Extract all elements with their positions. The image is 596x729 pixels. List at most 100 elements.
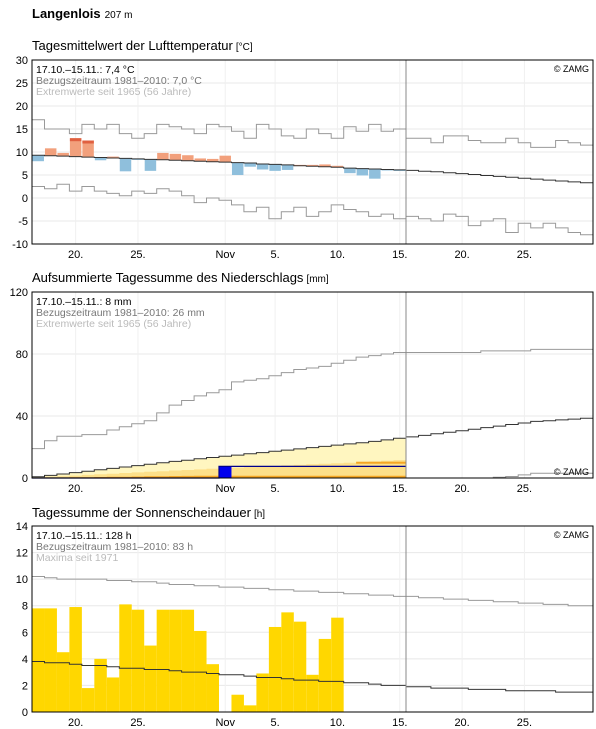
sunshine-bar: [56, 652, 70, 712]
credit-label: © ZAMG: [554, 64, 589, 74]
x-tick-label: 25.: [130, 249, 145, 261]
precipitation-chart: 120 80 40 0 20. 25. Nov 5. 10. 15. 20. 25. 17.10.–15…: [10, 287, 594, 495]
warm-anomaly-bar: [44, 148, 57, 156]
cold-anomaly-bar: [344, 168, 356, 174]
x-tick-label: 25.: [130, 717, 145, 729]
x-tick-label: 20.: [454, 483, 469, 495]
warm-anomaly-bar: [194, 158, 207, 162]
y-tick-label: -10: [12, 239, 28, 251]
sunshine-bar: [81, 688, 95, 712]
cold-anomaly-bar: [281, 164, 294, 170]
sunshine-bar: [231, 694, 244, 712]
sunshine-bar: [69, 607, 82, 712]
legend-entry: 17.10.–15.11.: 8 mm: [36, 296, 132, 308]
sunshine-bar: [206, 664, 219, 712]
extreme-max-line: [32, 119, 593, 148]
y-tick-label: 14: [16, 521, 28, 533]
sunshine-bar: [131, 609, 145, 712]
x-tick-label: 10.: [330, 483, 345, 495]
sunshine-bar: [256, 673, 269, 712]
chart-title-sunshine: Tagessumme der Sonnenscheindauer [h]: [32, 505, 265, 520]
sunshine-bar: [119, 604, 132, 712]
sunshine-bar: [181, 609, 195, 712]
sunshine-bar: [331, 617, 344, 712]
warm-anomaly-bar: [306, 164, 319, 167]
y-tick-label: -5: [18, 216, 28, 228]
y-tick-label: 20: [16, 101, 28, 113]
y-tick-label: 0: [22, 193, 28, 205]
sunshine-bar: [318, 638, 332, 712]
x-tick-label: 20.: [68, 483, 83, 495]
x-tick-label: 5.: [271, 483, 280, 495]
x-tick-label: 25.: [517, 717, 532, 729]
temperature-title-text: Tagesmittelwert der Lufttemperatur: [32, 38, 233, 53]
sunshine-bar: [44, 608, 57, 712]
sunshine-bar: [32, 608, 45, 712]
x-tick-label: Nov: [215, 717, 235, 729]
warm-anomaly-bar: [82, 140, 94, 158]
x-tick-label: 15.: [392, 717, 407, 729]
y-tick-label: 4: [22, 654, 28, 666]
temperature-chart: 30 25 20 15 10 5 0 -5 -10 20. 25. Nov 5. 10. 15. 20. 25.…: [12, 55, 594, 261]
y-tick-label: 5: [22, 170, 28, 182]
sunshine-bar: [156, 609, 170, 712]
maxima-line: [32, 576, 593, 607]
cold-anomaly-bar: [32, 155, 44, 162]
extreme-min-line: [32, 183, 593, 236]
cold-anomaly-bar: [269, 164, 281, 171]
cold-anomaly-bar: [119, 158, 132, 172]
sunshine-title-text: Tagessumme der Sonnenscheindauer: [32, 505, 251, 520]
y-tick-label: 15: [16, 124, 28, 136]
x-tick-label: 5.: [271, 717, 280, 729]
x-tick-label: 20.: [454, 249, 469, 261]
warm-anomaly-bar: [207, 158, 219, 162]
legend-entry: 17.10.–15.11.: 128 h: [36, 530, 132, 542]
sunshine-chart: 14 12 10 8 6 4 2 0 20. 25. Nov 5. 10. 15. 20. 25. 17.10.…: [16, 521, 594, 729]
warm-anomaly-bar: [182, 155, 194, 161]
y-tick-label: 0: [22, 707, 28, 719]
x-tick-label: Nov: [215, 249, 235, 261]
reference-line: [32, 661, 593, 693]
daily-precip-bar: [219, 466, 232, 478]
warm-anomaly-bar: [219, 155, 231, 163]
cold-anomaly-bar: [244, 163, 256, 167]
warm-anomaly-bar: [169, 153, 182, 161]
warm-anomaly-bar: [69, 138, 82, 157]
y-tick-label: 8: [22, 601, 28, 613]
legend-entry: Bezugszeitraum 1981–2010: 7,0 °C: [36, 75, 202, 87]
cold-anomaly-bar: [144, 159, 157, 171]
legend-entry: Extremwerte seit 1965 (56 Jahre): [36, 318, 191, 330]
sunshine-bar: [169, 609, 182, 712]
cold-anomaly-bar: [231, 162, 244, 175]
chart-title-precipitation: Aufsummierte Tagessumme des Niederschlag…: [32, 270, 329, 285]
sunshine-bar: [281, 612, 294, 712]
credit-label: © ZAMG: [554, 530, 589, 540]
x-tick-label: 10.: [330, 717, 345, 729]
cold-anomaly-bar: [394, 169, 406, 171]
legend-entry: Bezugszeitraum 1981–2010: 83 h: [36, 541, 193, 553]
station-name: Langenlois: [32, 6, 101, 21]
y-tick-label: 2: [22, 680, 28, 692]
x-tick-label: 5.: [271, 249, 280, 261]
sunshine-bar: [268, 626, 282, 712]
cold-anomaly-bar: [94, 157, 107, 161]
sunshine-bar: [243, 705, 257, 712]
y-tick-label: 30: [16, 55, 28, 67]
sunshine-bar: [144, 645, 157, 712]
x-tick-label: 25.: [130, 483, 145, 495]
x-tick-label: 20.: [454, 717, 469, 729]
x-tick-label: 25.: [517, 483, 532, 495]
reference-line: [32, 417, 593, 478]
cold-anomaly-bar: [369, 169, 381, 179]
y-tick-label: 120: [10, 287, 28, 299]
plot-frame: [31, 59, 594, 245]
warm-anomaly-bar: [319, 164, 331, 167]
warm-anomaly-bar: [57, 152, 69, 157]
plot-area: [32, 292, 593, 478]
warm-anomaly-bar: [157, 152, 169, 160]
y-tick-label: 12: [16, 548, 28, 560]
warm-anomaly-bar: [331, 165, 344, 168]
sunshine-bar: [106, 677, 120, 712]
sunshine-bar: [293, 621, 307, 712]
station-elevation: 207 m: [104, 10, 133, 21]
